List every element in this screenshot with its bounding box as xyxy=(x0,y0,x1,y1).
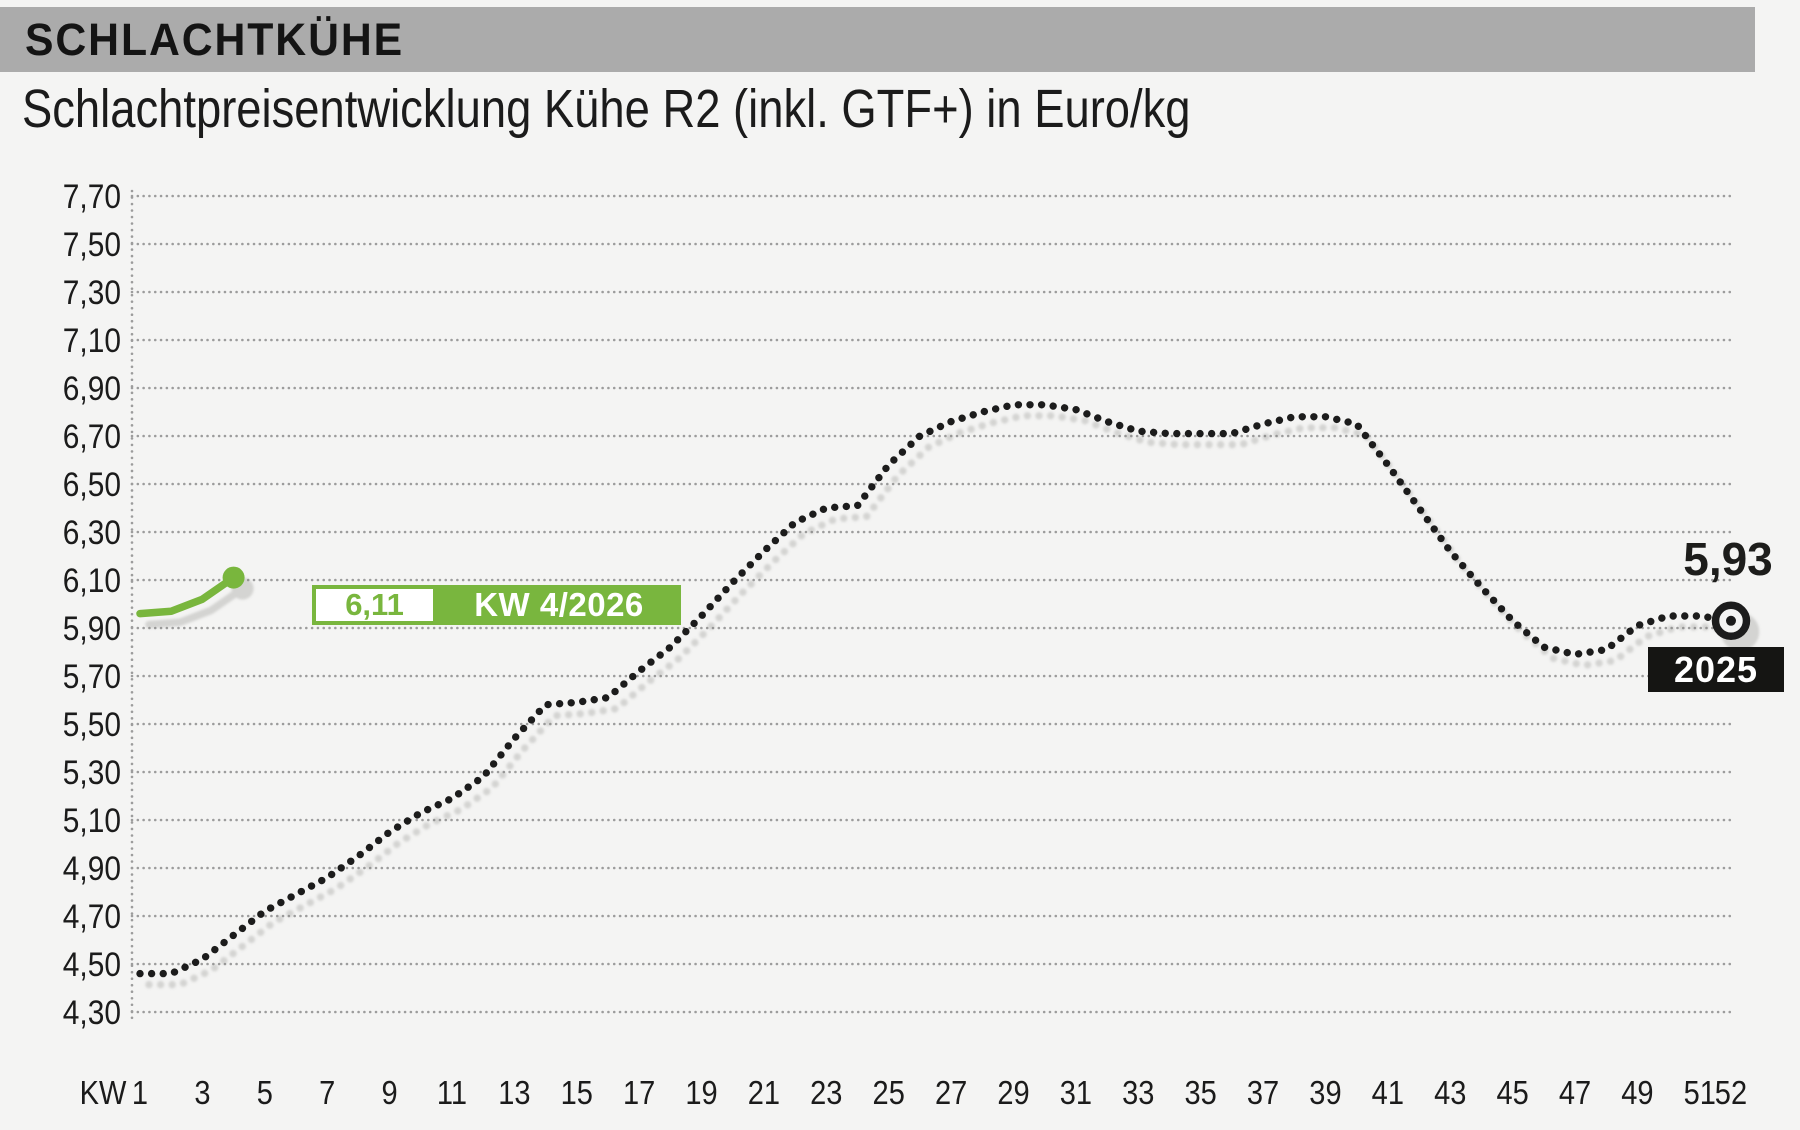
y-tick-label: 6,70 xyxy=(63,417,121,455)
x-tick-label: 27 xyxy=(935,1074,967,1111)
axis-tick-labels: 7,70 7,50 7,30 7,10 6,90 6,70 6,50 6,30 6,10 5,90… xyxy=(63,177,1747,1111)
page-title: SCHLACHTKÜHE xyxy=(25,13,405,65)
x-tick-label: 9 xyxy=(381,1074,397,1111)
callout-2026-value: 6,11 xyxy=(312,585,437,625)
x-tick-label: 31 xyxy=(1060,1074,1092,1111)
series-label-2025: 2025 xyxy=(1648,647,1784,692)
x-axis-prefix-label: KW xyxy=(80,1074,127,1111)
y-tick-label: 6,30 xyxy=(63,513,121,551)
header-bar: SCHLACHTKÜHE xyxy=(0,7,1755,72)
y-tick-label: 5,70 xyxy=(63,657,121,695)
y-tick-label: 7,50 xyxy=(63,225,121,263)
y-tick-label: 5,30 xyxy=(63,753,121,791)
x-tick-label: 41 xyxy=(1372,1074,1404,1111)
y-tick-label: 6,50 xyxy=(63,465,121,503)
x-tick-label: 33 xyxy=(1122,1074,1154,1111)
y-tick-label: 5,50 xyxy=(63,705,121,743)
x-tick-label: 25 xyxy=(873,1074,905,1111)
x-tick-label: 5 xyxy=(257,1074,273,1111)
x-tick-label: 13 xyxy=(498,1074,530,1111)
x-tick-label: 43 xyxy=(1434,1074,1466,1111)
x-tick-label: 45 xyxy=(1496,1074,1528,1111)
y-tick-label: 7,70 xyxy=(63,177,121,215)
x-tick-label: 29 xyxy=(997,1074,1029,1111)
x-tick-label: 51 xyxy=(1684,1074,1716,1111)
y-tick-label: 4,50 xyxy=(63,945,121,983)
y-tick-label: 6,10 xyxy=(63,561,121,599)
y-tick-label: 4,30 xyxy=(63,993,121,1031)
x-tick-label: 39 xyxy=(1309,1074,1341,1111)
y-tick-label: 7,10 xyxy=(63,321,121,359)
x-tick-label: 11 xyxy=(437,1074,467,1111)
grid-lines xyxy=(130,189,1737,1020)
chart-subtitle: Schlachtpreisentwicklung Kühe R2 (inkl. … xyxy=(22,79,1191,139)
y-tick-label: 6,90 xyxy=(63,369,121,407)
series-2026-line xyxy=(136,573,238,618)
end-value-label-2025: 5,93 xyxy=(1683,533,1773,585)
x-tick-label: 17 xyxy=(623,1074,655,1111)
x-tick-label: 35 xyxy=(1185,1074,1217,1111)
x-tick-label: 37 xyxy=(1247,1074,1279,1111)
x-tick-label: 15 xyxy=(561,1074,593,1111)
callout-2026: 6,11 KW 4/2026 xyxy=(312,585,681,625)
y-tick-label: 7,30 xyxy=(63,273,121,311)
x-tick-label: 7 xyxy=(319,1074,335,1111)
x-tick-label: 21 xyxy=(748,1074,780,1111)
y-tick-label: 4,90 xyxy=(63,849,121,887)
x-tick-label: 47 xyxy=(1559,1074,1591,1111)
x-tick-label: 52 xyxy=(1715,1074,1747,1111)
y-tick-label: 4,70 xyxy=(63,897,121,935)
x-tick-label: 49 xyxy=(1621,1074,1653,1111)
x-tick-label: 23 xyxy=(810,1074,842,1111)
x-tick-label: 1 xyxy=(132,1074,148,1111)
x-tick-label: 19 xyxy=(685,1074,717,1111)
callout-2026-week: KW 4/2026 xyxy=(437,585,681,625)
y-tick-label: 5,90 xyxy=(63,609,121,647)
series-2025-line xyxy=(136,401,1735,978)
end-marker-dot-2026 xyxy=(222,566,245,589)
x-tick-label: 3 xyxy=(194,1074,210,1111)
end-marker-ring-center-2025 xyxy=(1726,615,1736,626)
y-tick-label: 5,10 xyxy=(63,801,121,839)
series-group xyxy=(136,401,1751,978)
